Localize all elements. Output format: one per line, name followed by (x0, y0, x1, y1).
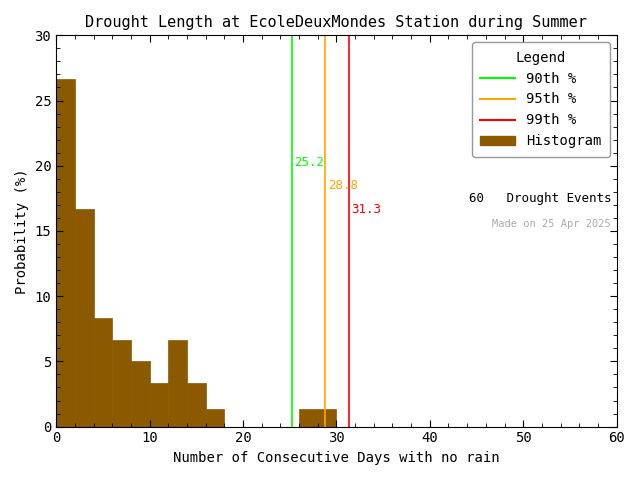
Text: 31.3: 31.3 (351, 203, 381, 216)
Text: 25.2: 25.2 (294, 156, 324, 169)
Bar (112, 339, 131, 427)
Bar (299, 409, 317, 427)
Bar (168, 339, 187, 427)
Title: Drought Length at EcoleDeuxMondes Station during Summer: Drought Length at EcoleDeuxMondes Statio… (86, 15, 588, 30)
X-axis label: Number of Consecutive Days with no rain: Number of Consecutive Days with no rain (173, 451, 500, 465)
Bar (93, 318, 112, 427)
Text: Made on 25 Apr 2025: Made on 25 Apr 2025 (492, 219, 611, 229)
Bar (56, 79, 75, 427)
Text: 60   Drought Events: 60 Drought Events (468, 192, 611, 205)
Bar (131, 361, 150, 427)
Bar (317, 409, 337, 427)
Bar (150, 383, 168, 427)
Legend: 90th %, 95th %, 99th %, Histogram: 90th %, 95th %, 99th %, Histogram (472, 42, 610, 157)
Bar (187, 383, 205, 427)
Y-axis label: Probability (%): Probability (%) (15, 168, 29, 294)
Bar (75, 209, 93, 427)
Bar (205, 409, 224, 427)
Text: 28.8: 28.8 (328, 179, 358, 192)
